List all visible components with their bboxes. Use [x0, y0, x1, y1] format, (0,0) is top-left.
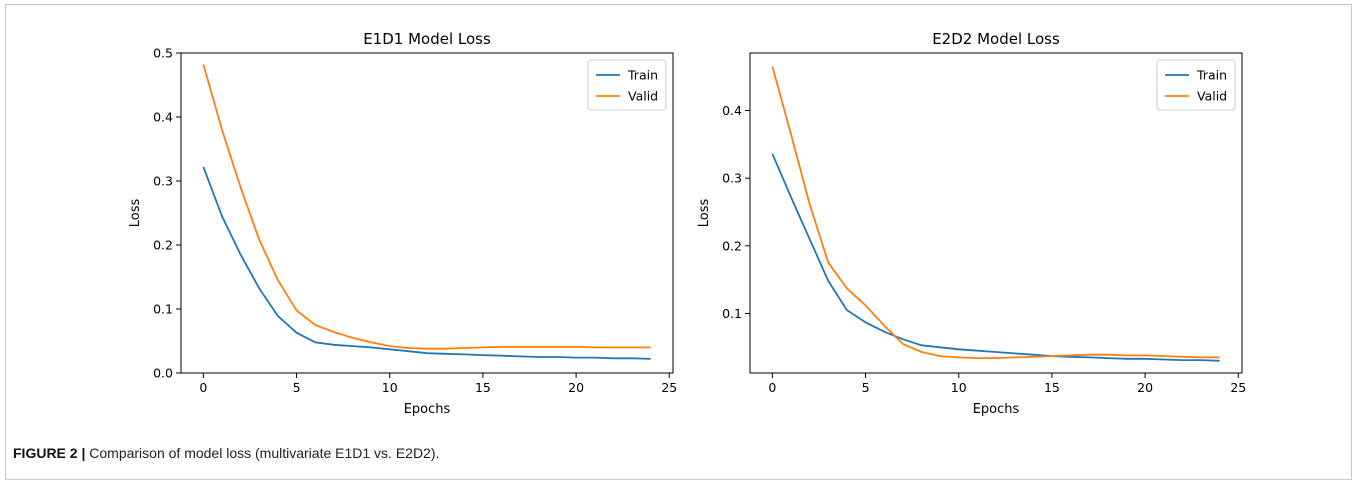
series-line-valid	[202, 64, 651, 350]
y-tick-label: 0.3	[153, 174, 173, 189]
y-tick-label: 0.2	[153, 238, 173, 253]
chart-title: E2D2 Model Loss	[932, 30, 1060, 48]
legend: Train Valid	[587, 59, 667, 111]
figure-frame: E1D1 Model Loss 0 5 10 15 20 25 0.0 0.1 0.2 0.3 0.4…	[5, 4, 1352, 480]
x-tick-label: 15	[475, 380, 491, 395]
caption-text: Comparison of model loss (multivariate E…	[89, 445, 440, 461]
caption-label: FIGURE 2 |	[13, 445, 86, 461]
legend-box	[1156, 59, 1236, 111]
series-line-train	[771, 153, 1220, 362]
y-axis-label: Loss	[128, 199, 143, 228]
x-tick-label: 5	[862, 380, 870, 395]
chart-e1d1: E1D1 Model Loss 0 5 10 15 20 25 0.0 0.1 0.2 0.3 0.4…	[128, 30, 677, 417]
series-line-valid	[771, 66, 1220, 360]
x-tick-label: 20	[1137, 380, 1153, 395]
x-tick-label: 10	[951, 380, 967, 395]
y-tick-label: 0.2	[722, 238, 742, 253]
x-tick-label: 0	[199, 380, 207, 395]
figure-caption: FIGURE 2 | Comparison of model loss (mul…	[13, 445, 439, 461]
x-tick-label: 0	[768, 380, 776, 395]
y-tick-label: 0.3	[722, 171, 742, 186]
x-tick-label: 25	[1230, 380, 1246, 395]
chart-title: E1D1 Model Loss	[363, 30, 491, 48]
plot-frame	[749, 52, 1243, 374]
plot-frame	[180, 52, 674, 374]
legend-label-train: Train	[1196, 68, 1227, 83]
y-tick-label: 0.1	[153, 302, 173, 317]
x-tick-label: 10	[382, 380, 398, 395]
series-line-train	[202, 166, 651, 360]
x-tick-label: 20	[568, 380, 584, 395]
x-tick-label: 15	[1044, 380, 1060, 395]
y-tick-label: 0.4	[153, 110, 173, 125]
legend-label-train: Train	[627, 68, 658, 83]
legend: Train Valid	[1156, 59, 1236, 111]
y-tick-label: 0.4	[722, 103, 742, 118]
x-axis-label: Epochs	[404, 402, 451, 417]
legend-label-valid: Valid	[1197, 89, 1227, 104]
y-tick-label: 0.0	[153, 366, 173, 381]
y-tick-label: 0.5	[153, 46, 173, 61]
legend-label-valid: Valid	[628, 89, 658, 104]
y-axis-label: Loss	[697, 199, 712, 228]
legend-box	[587, 59, 667, 111]
chart-e2d2: E2D2 Model Loss 0 5 10 15 20 25 0.1 0.2 0.3 0.4 Epo…	[697, 30, 1246, 417]
y-tick-label: 0.1	[722, 306, 742, 321]
x-tick-label: 25	[661, 380, 677, 395]
x-axis-label: Epochs	[973, 402, 1020, 417]
x-tick-label: 5	[293, 380, 301, 395]
